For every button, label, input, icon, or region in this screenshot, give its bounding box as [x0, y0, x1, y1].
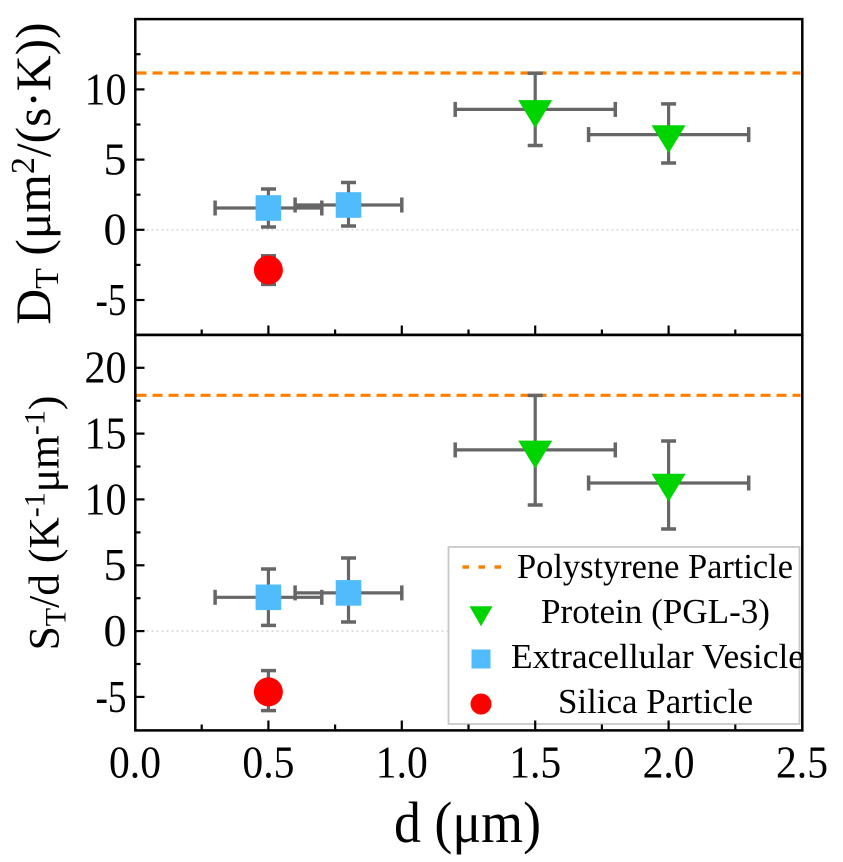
- svg-text:Extracellular Vesicle: Extracellular Vesicle: [511, 637, 804, 676]
- svg-text:1.5: 1.5: [509, 736, 561, 787]
- svg-text:Silica Particle: Silica Particle: [558, 682, 753, 721]
- svg-text:-5: -5: [96, 671, 127, 722]
- svg-text:2.0: 2.0: [643, 736, 695, 787]
- svg-text:d (μm): d (μm): [394, 790, 541, 855]
- svg-text:Polystyrene Particle: Polystyrene Particle: [517, 547, 793, 586]
- svg-text:15: 15: [85, 408, 127, 459]
- svg-text:0: 0: [104, 605, 127, 656]
- svg-text:2.5: 2.5: [776, 736, 828, 787]
- svg-text:5: 5: [104, 539, 127, 590]
- svg-text:Protein (PGL-3): Protein (PGL-3): [541, 592, 770, 631]
- svg-text:0: 0: [104, 204, 127, 255]
- svg-text:1.0: 1.0: [376, 736, 428, 787]
- svg-text:5: 5: [104, 134, 127, 185]
- svg-text:10: 10: [85, 63, 127, 114]
- svg-text:ST/d (K-1μm-1): ST/d (K-1μm-1): [19, 396, 73, 651]
- svg-text:10: 10: [85, 473, 127, 524]
- svg-text:0.0: 0.0: [109, 736, 161, 787]
- svg-text:0.5: 0.5: [242, 736, 294, 787]
- svg-text:20: 20: [85, 342, 127, 393]
- svg-text:-5: -5: [96, 274, 127, 325]
